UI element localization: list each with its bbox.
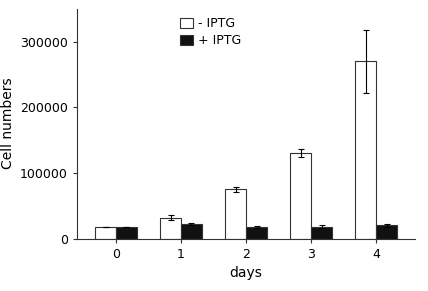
Bar <box>181 224 202 239</box>
Bar <box>376 226 397 239</box>
Bar <box>355 61 376 239</box>
Bar <box>95 227 116 239</box>
Bar <box>246 227 267 239</box>
Bar <box>311 227 332 239</box>
X-axis label: days: days <box>230 266 262 280</box>
Bar <box>290 153 311 239</box>
Y-axis label: Cell numbers: Cell numbers <box>0 78 15 169</box>
Bar <box>116 227 137 239</box>
Legend: - IPTG, + IPTG: - IPTG, + IPTG <box>178 15 244 50</box>
Bar <box>225 189 246 239</box>
Bar <box>160 218 181 239</box>
